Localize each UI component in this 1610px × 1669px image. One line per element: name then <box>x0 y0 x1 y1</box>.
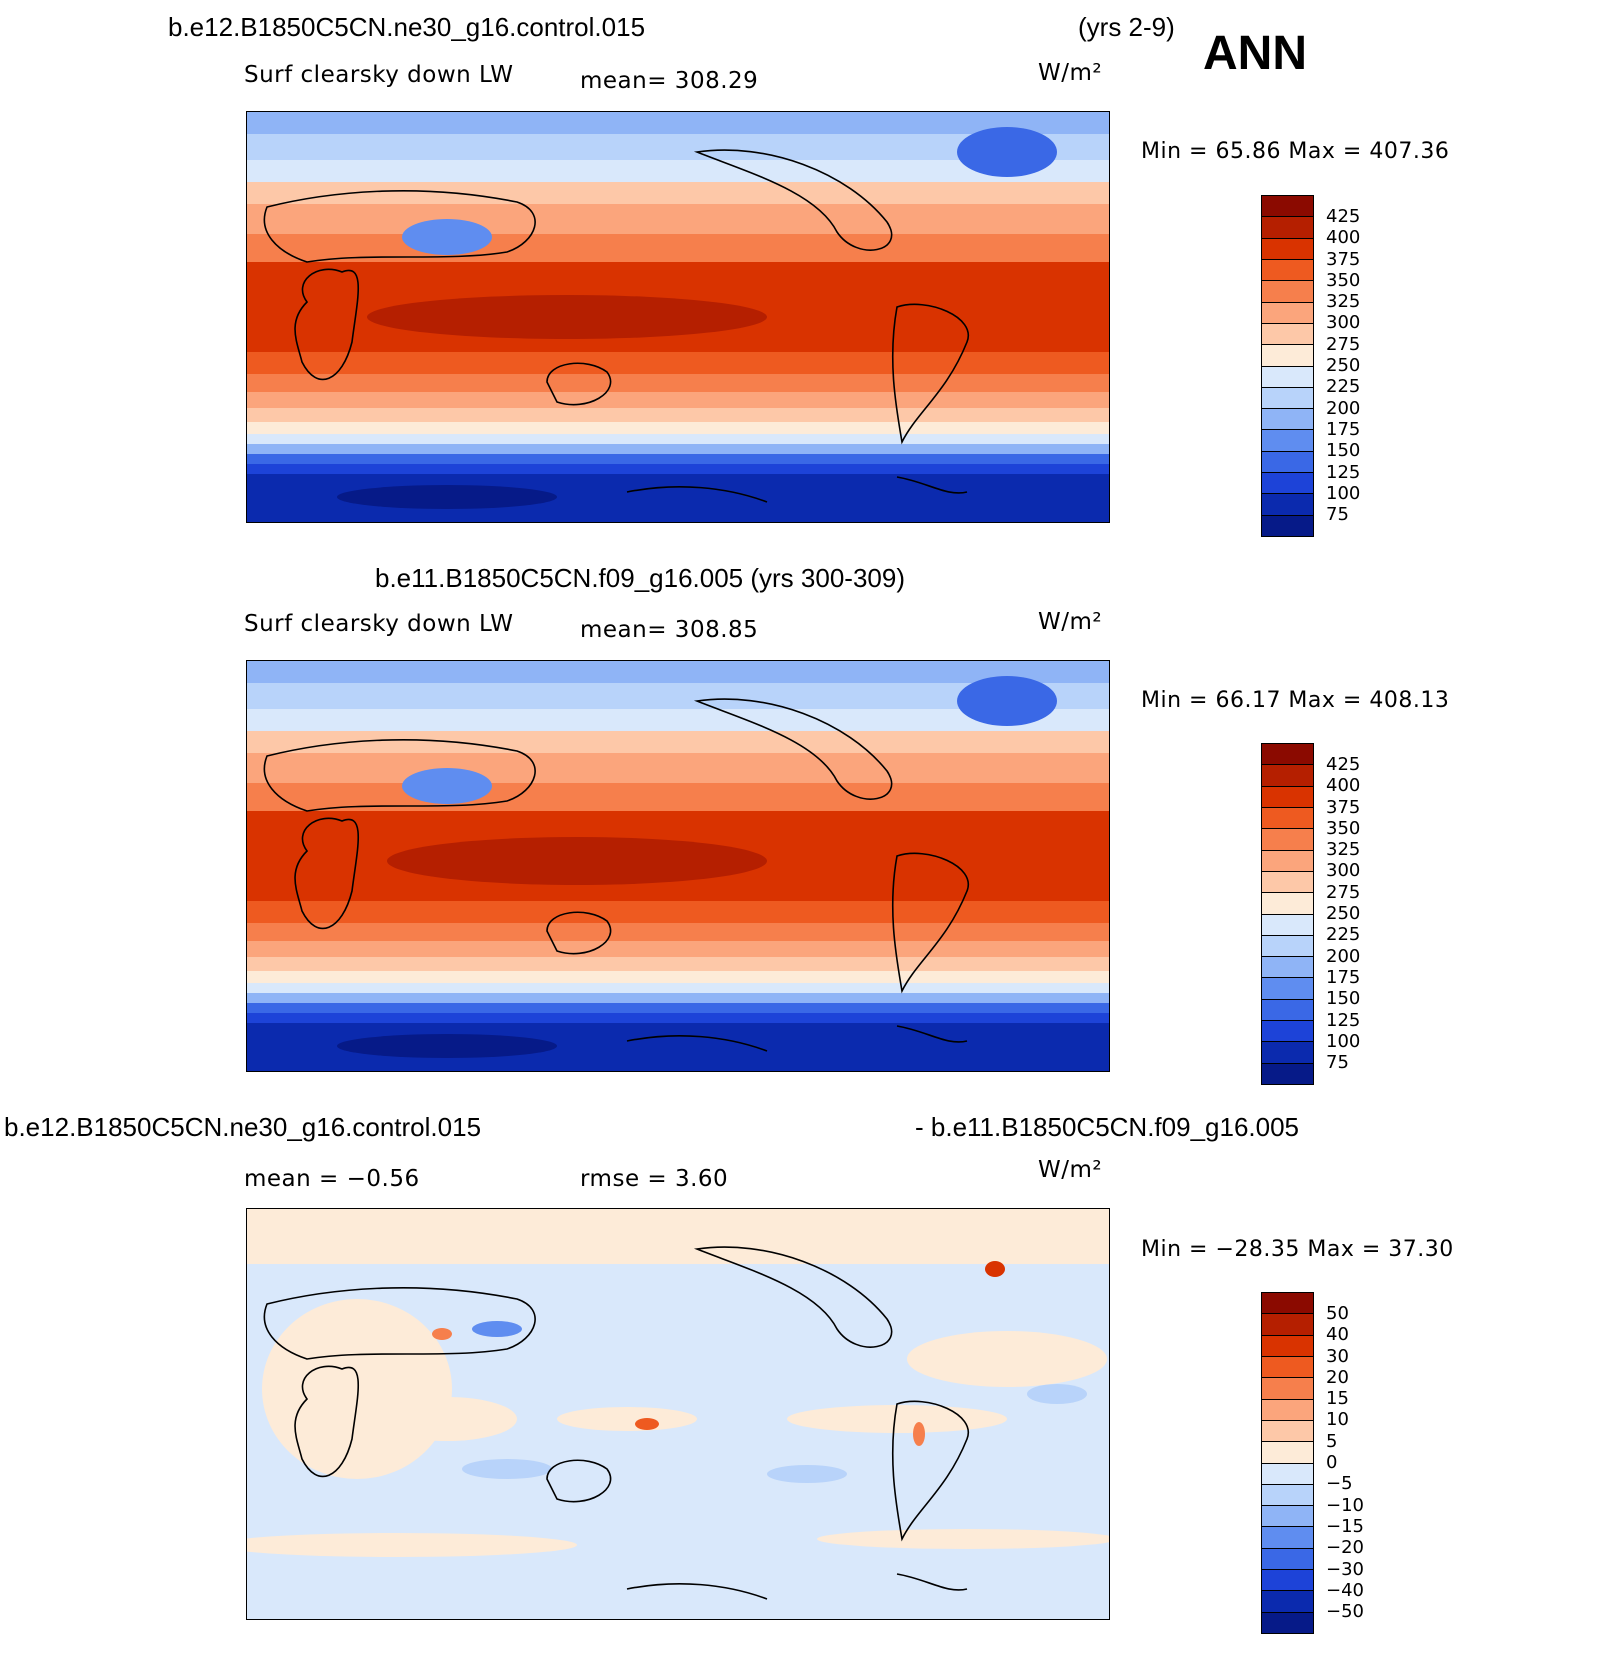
tick-label: −50 <box>1326 1601 1364 1623</box>
minmax-label-2: Min = 66.17 Max = 408.13 <box>1141 688 1450 713</box>
mean-label-2: mean= 308.85 <box>580 617 759 643</box>
tick-label: 375 <box>1326 796 1361 818</box>
case-title-3-left: b.e12.B1850C5CN.ne30_g16.control.015 <box>4 1112 482 1142</box>
colorbar-ticks-2: 425 400 375 350 325 300 275 250 225 200 … <box>1326 754 1360 1073</box>
tick-label: 250 <box>1326 355 1361 377</box>
tick-label: 375 <box>1326 248 1361 270</box>
variable-label-1: Surf clearsky down LW <box>244 62 514 88</box>
tick-label: 325 <box>1326 839 1361 861</box>
tick-label: 125 <box>1326 461 1361 483</box>
tick-label: 300 <box>1326 860 1361 882</box>
tick-label: −30 <box>1326 1558 1364 1580</box>
colorbar-3 <box>1261 1292 1314 1634</box>
tick-label: 200 <box>1326 397 1361 419</box>
tick-label: 400 <box>1326 775 1361 797</box>
tick-label: 250 <box>1326 903 1361 925</box>
tick-label: 75 <box>1326 504 1349 526</box>
rmse-label-3: rmse = 3.60 <box>580 1166 729 1192</box>
mean-label-3: mean = −0.56 <box>244 1166 420 1192</box>
tick-label: 275 <box>1326 333 1361 355</box>
tick-label: 0 <box>1326 1452 1338 1474</box>
tick-label: 350 <box>1326 817 1361 839</box>
tick-label: 300 <box>1326 312 1361 334</box>
tick-label: −10 <box>1326 1494 1364 1516</box>
tick-label: 200 <box>1326 945 1361 967</box>
tick-label: −5 <box>1326 1473 1353 1495</box>
variable-label-2: Surf clearsky down LW <box>244 611 514 637</box>
tick-label: 400 <box>1326 227 1361 249</box>
case-title-1: b.e12.B1850C5CN.ne30_g16.control.015 <box>168 12 646 42</box>
tick-label: 15 <box>1326 1388 1349 1410</box>
tick-label: 150 <box>1326 440 1361 462</box>
contour-map-2 <box>247 661 1109 1071</box>
mean-label-1: mean= 308.29 <box>580 68 759 94</box>
tick-label: 50 <box>1326 1303 1349 1324</box>
tick-label: 350 <box>1326 269 1361 291</box>
colorbar-ticks-3: 50 40 30 20 15 10 5 0 −5 −10 −15 −20 −30… <box>1326 1303 1364 1622</box>
tick-label: 10 <box>1326 1409 1349 1431</box>
tick-label: 175 <box>1326 418 1361 440</box>
tick-label: 30 <box>1326 1345 1349 1367</box>
tick-label: 100 <box>1326 482 1361 504</box>
tick-label: 125 <box>1326 1009 1361 1031</box>
tick-label: 425 <box>1326 754 1361 775</box>
years-label-1: (yrs 2-9) <box>1078 12 1175 42</box>
map-panel-2 <box>246 660 1110 1072</box>
units-label-1: W/m² <box>1038 60 1103 86</box>
tick-label: 5 <box>1326 1430 1338 1452</box>
tick-label: 225 <box>1326 376 1361 398</box>
tick-label: 275 <box>1326 881 1361 903</box>
tick-label: 40 <box>1326 1324 1349 1346</box>
units-label-2: W/m² <box>1038 609 1103 635</box>
colorbar-2 <box>1261 743 1314 1085</box>
tick-label: −40 <box>1326 1579 1364 1601</box>
colorbar-ticks-1: 425 400 375 350 325 300 275 250 225 200 … <box>1326 206 1360 525</box>
map-panel-3 <box>246 1208 1110 1620</box>
colorbar-1 <box>1261 195 1314 537</box>
case-title-3-right: - b.e11.B1850C5CN.f09_g16.005 <box>915 1112 1300 1142</box>
contour-map-3 <box>247 1209 1109 1619</box>
minmax-label-1: Min = 65.86 Max = 407.36 <box>1141 139 1450 164</box>
tick-label: 75 <box>1326 1052 1349 1074</box>
tick-label: 20 <box>1326 1366 1349 1388</box>
tick-label: 150 <box>1326 988 1361 1010</box>
tick-label: 325 <box>1326 291 1361 313</box>
case-title-2: b.e11.B1850C5CN.f09_g16.005 (yrs 300-309… <box>375 563 905 593</box>
tick-label: −15 <box>1326 1515 1364 1537</box>
season-label: ANN <box>1203 27 1307 80</box>
tick-label: −20 <box>1326 1537 1364 1559</box>
map-panel-1 <box>246 111 1110 523</box>
contour-map-1 <box>247 112 1109 522</box>
units-label-3: W/m² <box>1038 1157 1103 1183</box>
minmax-label-3: Min = −28.35 Max = 37.30 <box>1141 1237 1454 1262</box>
tick-label: 425 <box>1326 206 1361 227</box>
tick-label: 100 <box>1326 1030 1361 1052</box>
tick-label: 175 <box>1326 966 1361 988</box>
tick-label: 225 <box>1326 924 1361 946</box>
